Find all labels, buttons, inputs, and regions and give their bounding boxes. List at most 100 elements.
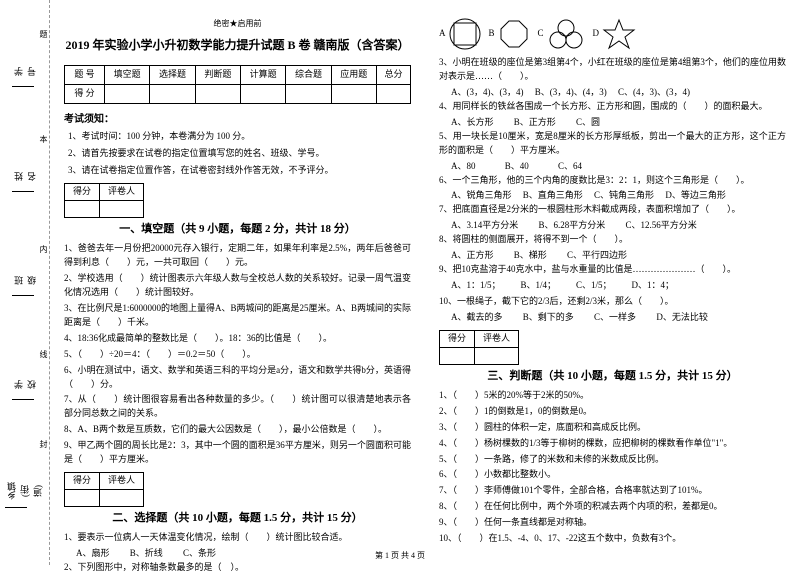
- opt-a: A、长方形: [451, 117, 494, 127]
- opt-a: A、3.14平方分米: [451, 220, 518, 230]
- rater-person: 评卷人: [475, 330, 519, 347]
- margin-line: [5, 507, 27, 508]
- margin-block-4: 学校: [12, 377, 38, 393]
- square-icon: [449, 18, 481, 50]
- choice-q10-opts: A、截去的多 B、剩下的多 C、一样多 D、无法比较: [439, 311, 786, 325]
- rater-score: 得分: [65, 184, 100, 201]
- choice-q5-opts: A、80 B、40 C、64: [439, 160, 786, 174]
- th: 总分: [376, 65, 410, 84]
- td-blank[interactable]: [150, 84, 195, 103]
- judge-q3: 3、（ ）圆柱的体积一定，底面积和高成反比例。: [439, 421, 786, 435]
- opt-a: A、(3，4)、(3，4): [451, 87, 524, 97]
- margin-line: [12, 399, 34, 400]
- opt-d: D、1：4；: [632, 279, 675, 293]
- octagon-icon: [498, 18, 530, 50]
- th: 判断题: [195, 65, 240, 84]
- judge-q5: 5、（ ）一条路，修了的米数和未修的米数成反比例。: [439, 453, 786, 467]
- choice-q3-opts: A、(3，4)、(3，4) B、(3，4)、(4，3) C、(4，3)、(3，4…: [439, 86, 786, 100]
- shape-label-c: C: [538, 27, 544, 41]
- td-blank[interactable]: [440, 347, 475, 364]
- opt-a: A、80: [451, 161, 476, 171]
- choice-q7: 7、把底面直径是2分米的一根圆柱形木料截成两段，表面积增加了（ ）。: [439, 203, 786, 217]
- fill-q4: 4、18:36化成最简单的整数比是（ ）。18：36的比值是（ ）。: [64, 332, 411, 346]
- td-blank[interactable]: [240, 84, 285, 103]
- margin-line: [12, 295, 34, 296]
- opt-a: A、1：1/5；: [451, 279, 501, 293]
- notice-item: 3、请在试卷指定位置作答，在试卷密封线外作答无效，不予评分。: [64, 164, 411, 178]
- choice-q3: 3、小明在班级的座位是第3组第4个，小红在班级的座位是第4组第3个，他们的座位用…: [439, 56, 786, 84]
- td-blank[interactable]: [65, 201, 100, 218]
- fill-q2: 2、学校选用（ ）统计图表示六年级人数与全校总人数的关系较好。记录一周气温变化情…: [64, 272, 411, 300]
- td-blank[interactable]: [331, 84, 376, 103]
- fill-q6: 6、小明在测试中，语文、数学和英语三科的平均分是a分，语文和数学共得b分，英语得…: [64, 364, 411, 392]
- section-2-title: 二、选择题（共 10 小题，每题 1.5 分，共计 15 分）: [64, 510, 411, 527]
- margin-block-5: 乡镇(街道): [5, 482, 44, 501]
- choice-q6-opts: A、锐角三角形 B、直角三角形 C、钝角三角形 D、等边三角形: [439, 189, 786, 203]
- opt-d: D、等边三角形: [665, 190, 726, 200]
- exam-title: 2019 年实验小学小升初数学能力提升试题 B 卷 赣南版（含答案）: [64, 36, 411, 55]
- td-blank[interactable]: [286, 84, 331, 103]
- star-icon: [602, 18, 636, 50]
- judge-q9: 9、（ ）任何一条直线都是对称轴。: [439, 516, 786, 530]
- opt-b: B、梯形: [514, 250, 547, 260]
- choice-q4-opts: A、长方形 B、正方形 C、圆: [439, 116, 786, 130]
- exam-page: 题 学号 本 姓名 内 班级 线 学校 封 乡镇(街道) 绝密★启用前 2019…: [0, 0, 800, 565]
- rater-person: 评卷人: [100, 473, 144, 490]
- choice-q7-opts: A、3.14平方分米 B、6.28平方分米 C、12.56平方分米: [439, 219, 786, 233]
- td-blank[interactable]: [65, 490, 100, 507]
- td-blank[interactable]: [195, 84, 240, 103]
- rater-person: 评卷人: [100, 184, 144, 201]
- td-blank[interactable]: [100, 201, 144, 218]
- th: 题 号: [65, 65, 105, 84]
- opt-b: B、(3，4)、(4，3): [535, 87, 607, 97]
- td-blank[interactable]: [475, 347, 519, 364]
- shape-a: A: [439, 18, 481, 50]
- fill-q3: 3、在比例尺是1:6000000的地图上量得A、B两城间的距离是25厘米。A、B…: [64, 302, 411, 330]
- shape-d: D: [593, 18, 637, 50]
- opt-c: C、(4，3)、(3，4): [618, 87, 690, 97]
- opt-b: B、40: [505, 161, 529, 171]
- judge-q1: 1、（ ）5米的20%等于2米的50%。: [439, 389, 786, 403]
- notice-item: 2、请首先按要求在试卷的指定位置填写您的姓名、班级、学号。: [64, 147, 411, 161]
- rater-table-2: 得分评卷人: [64, 472, 144, 507]
- td-blank[interactable]: [100, 490, 144, 507]
- shape-label-d: D: [593, 27, 600, 41]
- rater-table-3: 得分评卷人: [439, 330, 519, 365]
- td-blank[interactable]: [376, 84, 410, 103]
- opt-b: B、6.28平方分米: [539, 220, 606, 230]
- fill-q7: 7、从（ ）统计图很容易看出各种数量的多少。（ ）统计图可以很清楚地表示各部分同…: [64, 393, 411, 421]
- judge-q6: 6、（ ）小数都比整数小。: [439, 468, 786, 482]
- opt-a: A、正方形: [451, 250, 494, 260]
- margin-label-name: 姓名: [12, 169, 38, 185]
- fill-q5: 5、（ ）÷20＝4：（ ）＝0.2＝50（ ）。: [64, 348, 411, 362]
- choice-q9: 9、把10克盐溶于40克水中，盐与水重量的比值是…………………（ ）。: [439, 263, 786, 277]
- margin-block-3: 班级: [12, 273, 38, 289]
- choice-q1: 1、要表示一位病人一天体温变化情况，绘制（ ）统计图比较合适。: [64, 531, 411, 545]
- td-label: 得 分: [65, 84, 105, 103]
- opt-c: C、平行四边形: [567, 250, 627, 260]
- margin-label-town: 乡镇(街道): [5, 482, 44, 501]
- choice-q4: 4、用同样长的铁丝各围成一个长方形、正方形和圆，围成的（ ）的面积最大。: [439, 100, 786, 114]
- binding-margin: 题 学号 本 姓名 内 班级 线 学校 封 乡镇(街道): [0, 0, 50, 565]
- shapes-row: A B C D: [439, 18, 786, 50]
- td-blank[interactable]: [105, 84, 150, 103]
- choice-q10: 10、一根绳子，截下它的2/3后，还剩2/3米，那么（ ）。: [439, 295, 786, 309]
- choice-q8-opts: A、正方形 B、梯形 C、平行四边形: [439, 249, 786, 263]
- choice-q9-opts: A、1：1/5； B、1/4； C、1/5； D、1：4；: [451, 279, 786, 293]
- judge-q4: 4、（ ）杨树棵数的1/3等于柳树的棵数，应把柳树的棵数看作单位"1"。: [439, 437, 786, 451]
- shape-label-a: A: [439, 27, 446, 41]
- th: 选择题: [150, 65, 195, 84]
- opt-a: A、锐角三角形: [451, 190, 512, 200]
- left-column: 绝密★启用前 2019 年实验小学小升初数学能力提升试题 B 卷 赣南版（含答案…: [50, 0, 425, 565]
- rater-score: 得分: [440, 330, 475, 347]
- vert-text-3: 内: [38, 245, 49, 259]
- margin-block-2: 姓名: [12, 169, 38, 185]
- margin-block-1: 学号: [12, 64, 38, 80]
- fill-q1: 1、爸爸去年一月份把20000元存入银行，定期二年，如果年利率是2.5%，两年后…: [64, 242, 411, 270]
- margin-label-id: 学号: [12, 64, 38, 80]
- opt-b: B、1/4；: [521, 279, 557, 293]
- opt-c: C、圆: [576, 117, 600, 127]
- opt-d: D、无法比较: [656, 312, 708, 322]
- opt-c: C、一样多: [594, 312, 636, 322]
- judge-q7: 7、（ ）李师傅做101个零件，全部合格，合格率就达到了101%。: [439, 484, 786, 498]
